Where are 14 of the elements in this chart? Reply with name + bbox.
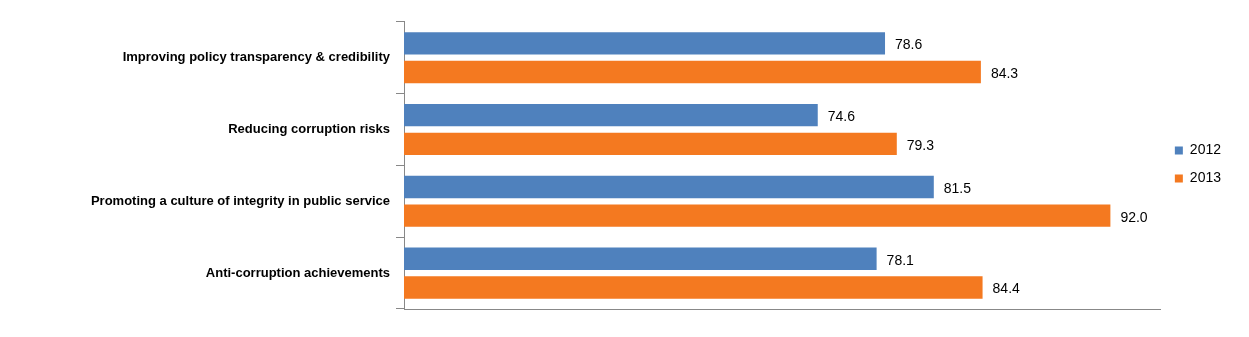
data-label: 92.0 bbox=[1120, 208, 1148, 225]
legend-label: 2012 bbox=[1189, 141, 1222, 158]
data-label: 74.6 bbox=[827, 108, 856, 124]
y-tick-label: Promoting a culture of integrity in public service bbox=[90, 192, 390, 208]
data-label: 79.3 bbox=[906, 136, 935, 153]
y-tick-label: Improving policy transparency & credibility bbox=[122, 49, 391, 65]
data-label: 78.1 bbox=[886, 251, 915, 268]
legend-label: 2013 bbox=[1189, 169, 1222, 186]
y-tick-label: Reducing corruption risks bbox=[228, 121, 390, 137]
data-label: 81.5 bbox=[943, 179, 972, 196]
data-label: 84.4 bbox=[992, 280, 1021, 297]
data-label: 84.3 bbox=[990, 64, 1019, 81]
data-label: 78.6 bbox=[895, 36, 923, 53]
y-tick-label: Anti-corruption achievements bbox=[205, 264, 390, 280]
